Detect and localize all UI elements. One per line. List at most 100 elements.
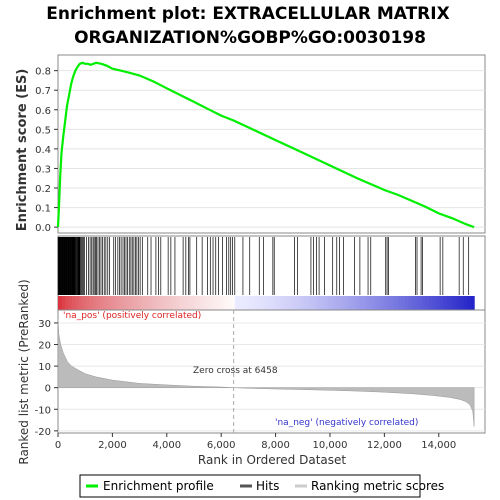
colorbar-segment: [408, 296, 413, 310]
colorbar-segment: [446, 296, 451, 310]
colorbar-segment: [259, 296, 264, 310]
colorbar-segment: [85, 296, 90, 310]
colorbar-segment: [359, 296, 364, 310]
colorbar-segment: [269, 296, 274, 310]
colorbar-segment: [179, 296, 184, 310]
colorbar-segment: [460, 296, 465, 310]
metric-tick-label: 20: [38, 341, 51, 352]
colorbar-segment: [186, 296, 191, 310]
chart-title-line2: ORGANIZATION%GOBP%GO:0030198: [74, 28, 426, 48]
es-tick-label: 0.6: [35, 106, 51, 117]
es-tick-label: 0.5: [35, 125, 51, 136]
colorbar-segment: [453, 296, 458, 310]
metric-y-ticks: -20 -10 0 10 20 30: [35, 319, 58, 438]
colorbar-segment: [231, 296, 236, 310]
enrichment-profile-line: [56, 61, 475, 229]
colorbar-segment: [293, 296, 298, 310]
es-tick-label: 0.4: [35, 145, 51, 156]
hits-panel: [57, 235, 486, 311]
x-tick-label: 6,000: [207, 440, 236, 451]
colorbar-segment: [158, 296, 163, 310]
metric-tick-label: -10: [35, 405, 51, 416]
colorbar-segment: [279, 296, 284, 310]
colorbar-segment: [272, 296, 278, 310]
colorbar-segment: [328, 296, 333, 310]
chart-title-line1: Enrichment plot: EXTRACELLULAR MATRIX: [46, 4, 449, 24]
x-axis-label: Rank in Ordered Dataset: [198, 453, 346, 467]
colorbar-segment: [442, 296, 447, 310]
colorbar-segment: [245, 296, 250, 310]
es-tick-label: 0.3: [35, 164, 51, 175]
colorbar-segment: [345, 296, 350, 310]
colorbar-segment: [227, 296, 232, 310]
colorbar-segment: [255, 296, 260, 310]
colorbar-segment: [214, 296, 219, 310]
colorbar-segment: [283, 296, 288, 310]
colorbar-segment: [134, 296, 139, 310]
colorbar-segment: [175, 296, 180, 310]
legend: Enrichment profile Hits Ranking metric s…: [79, 474, 444, 498]
colorbar-segment: [234, 296, 239, 310]
x-tick-label: 8,000: [261, 440, 290, 451]
ranking-metric-area: [57, 318, 475, 427]
es-y-axis-label: Enrichment score (ES): [15, 69, 30, 232]
x-ticks: 0 2,000 4,000 6,000 8,000 10,000 12,000 14,000: [55, 433, 456, 451]
colorbar-segment: [116, 296, 122, 310]
es-y-ticks: 0.0 0.1 0.2 0.3 0.4 0.5 0.6 0.7 0.8: [35, 67, 58, 234]
colorbar-segment: [165, 296, 170, 310]
colorbar-segment: [144, 296, 149, 310]
colorbar-segment: [463, 296, 468, 310]
colorbar-segment: [200, 296, 205, 310]
na-neg-label: 'na_neg' (negatively correlated): [275, 418, 418, 428]
colorbar-segment: [110, 296, 115, 310]
colorbar-segment: [335, 296, 340, 310]
colorbar-segment: [137, 296, 142, 310]
colorbar-segment: [241, 296, 246, 310]
colorbar-segment: [286, 296, 291, 310]
colorbar-segment: [148, 296, 153, 310]
es-tick-label: 0.8: [35, 67, 51, 78]
hit-markers: [57, 237, 470, 295]
colorbar-segment: [300, 296, 305, 310]
colorbar-segment: [342, 296, 347, 310]
colorbar-segment: [207, 296, 212, 310]
colorbar-segment: [470, 296, 475, 310]
es-tick-label: 0.1: [35, 204, 51, 215]
colorbar-segment: [390, 296, 395, 310]
colorbar-segment: [196, 296, 201, 310]
colorbar-segment: [68, 296, 73, 310]
colorbar-segment: [71, 296, 76, 310]
colorbar-segment: [380, 296, 385, 310]
colorbar-segment: [422, 296, 427, 310]
colorbar-segment: [123, 296, 128, 310]
x-tick-label: 4,000: [152, 440, 181, 451]
colorbar-segment: [425, 296, 430, 310]
colorbar-segment: [418, 296, 423, 310]
colorbar-segment: [325, 296, 330, 310]
colorbar-segment: [262, 296, 267, 310]
colorbar-segment: [238, 296, 243, 310]
metric-tick-label: 30: [38, 319, 51, 330]
colorbar-segment: [106, 296, 111, 310]
colorbar-segment: [373, 296, 378, 310]
colorbar-segment: [383, 296, 389, 310]
metric-panel: -20 -10 0 10 20 30 0 2,000 4,000 6,000 8,000 10,00…: [17, 279, 486, 467]
colorbar-segment: [363, 296, 368, 310]
colorbar-segment: [96, 296, 101, 310]
metric-y-axis-label: Ranked list metric (PreRanked): [17, 279, 31, 464]
colorbar-segment: [429, 296, 434, 310]
colorbar-segment: [307, 296, 312, 310]
x-tick-label: 0: [55, 440, 61, 451]
colorbar-segment: [331, 296, 337, 310]
colorbar-segment: [415, 296, 420, 310]
colorbar-segment: [224, 296, 229, 310]
colorbar-segment: [162, 296, 167, 310]
colorbar-segment: [189, 296, 194, 310]
colorbar-segment: [141, 296, 146, 310]
colorbar-segment: [304, 296, 309, 310]
es-panel: 0.0 0.1 0.2 0.3 0.4 0.5 0.6 0.7 0.8 Enrichment s…: [15, 54, 486, 234]
colorbar-segment: [210, 296, 215, 310]
es-tick-label: 0.7: [35, 86, 51, 97]
colorbar-segment: [276, 296, 281, 310]
colorbar-segment: [266, 296, 271, 310]
